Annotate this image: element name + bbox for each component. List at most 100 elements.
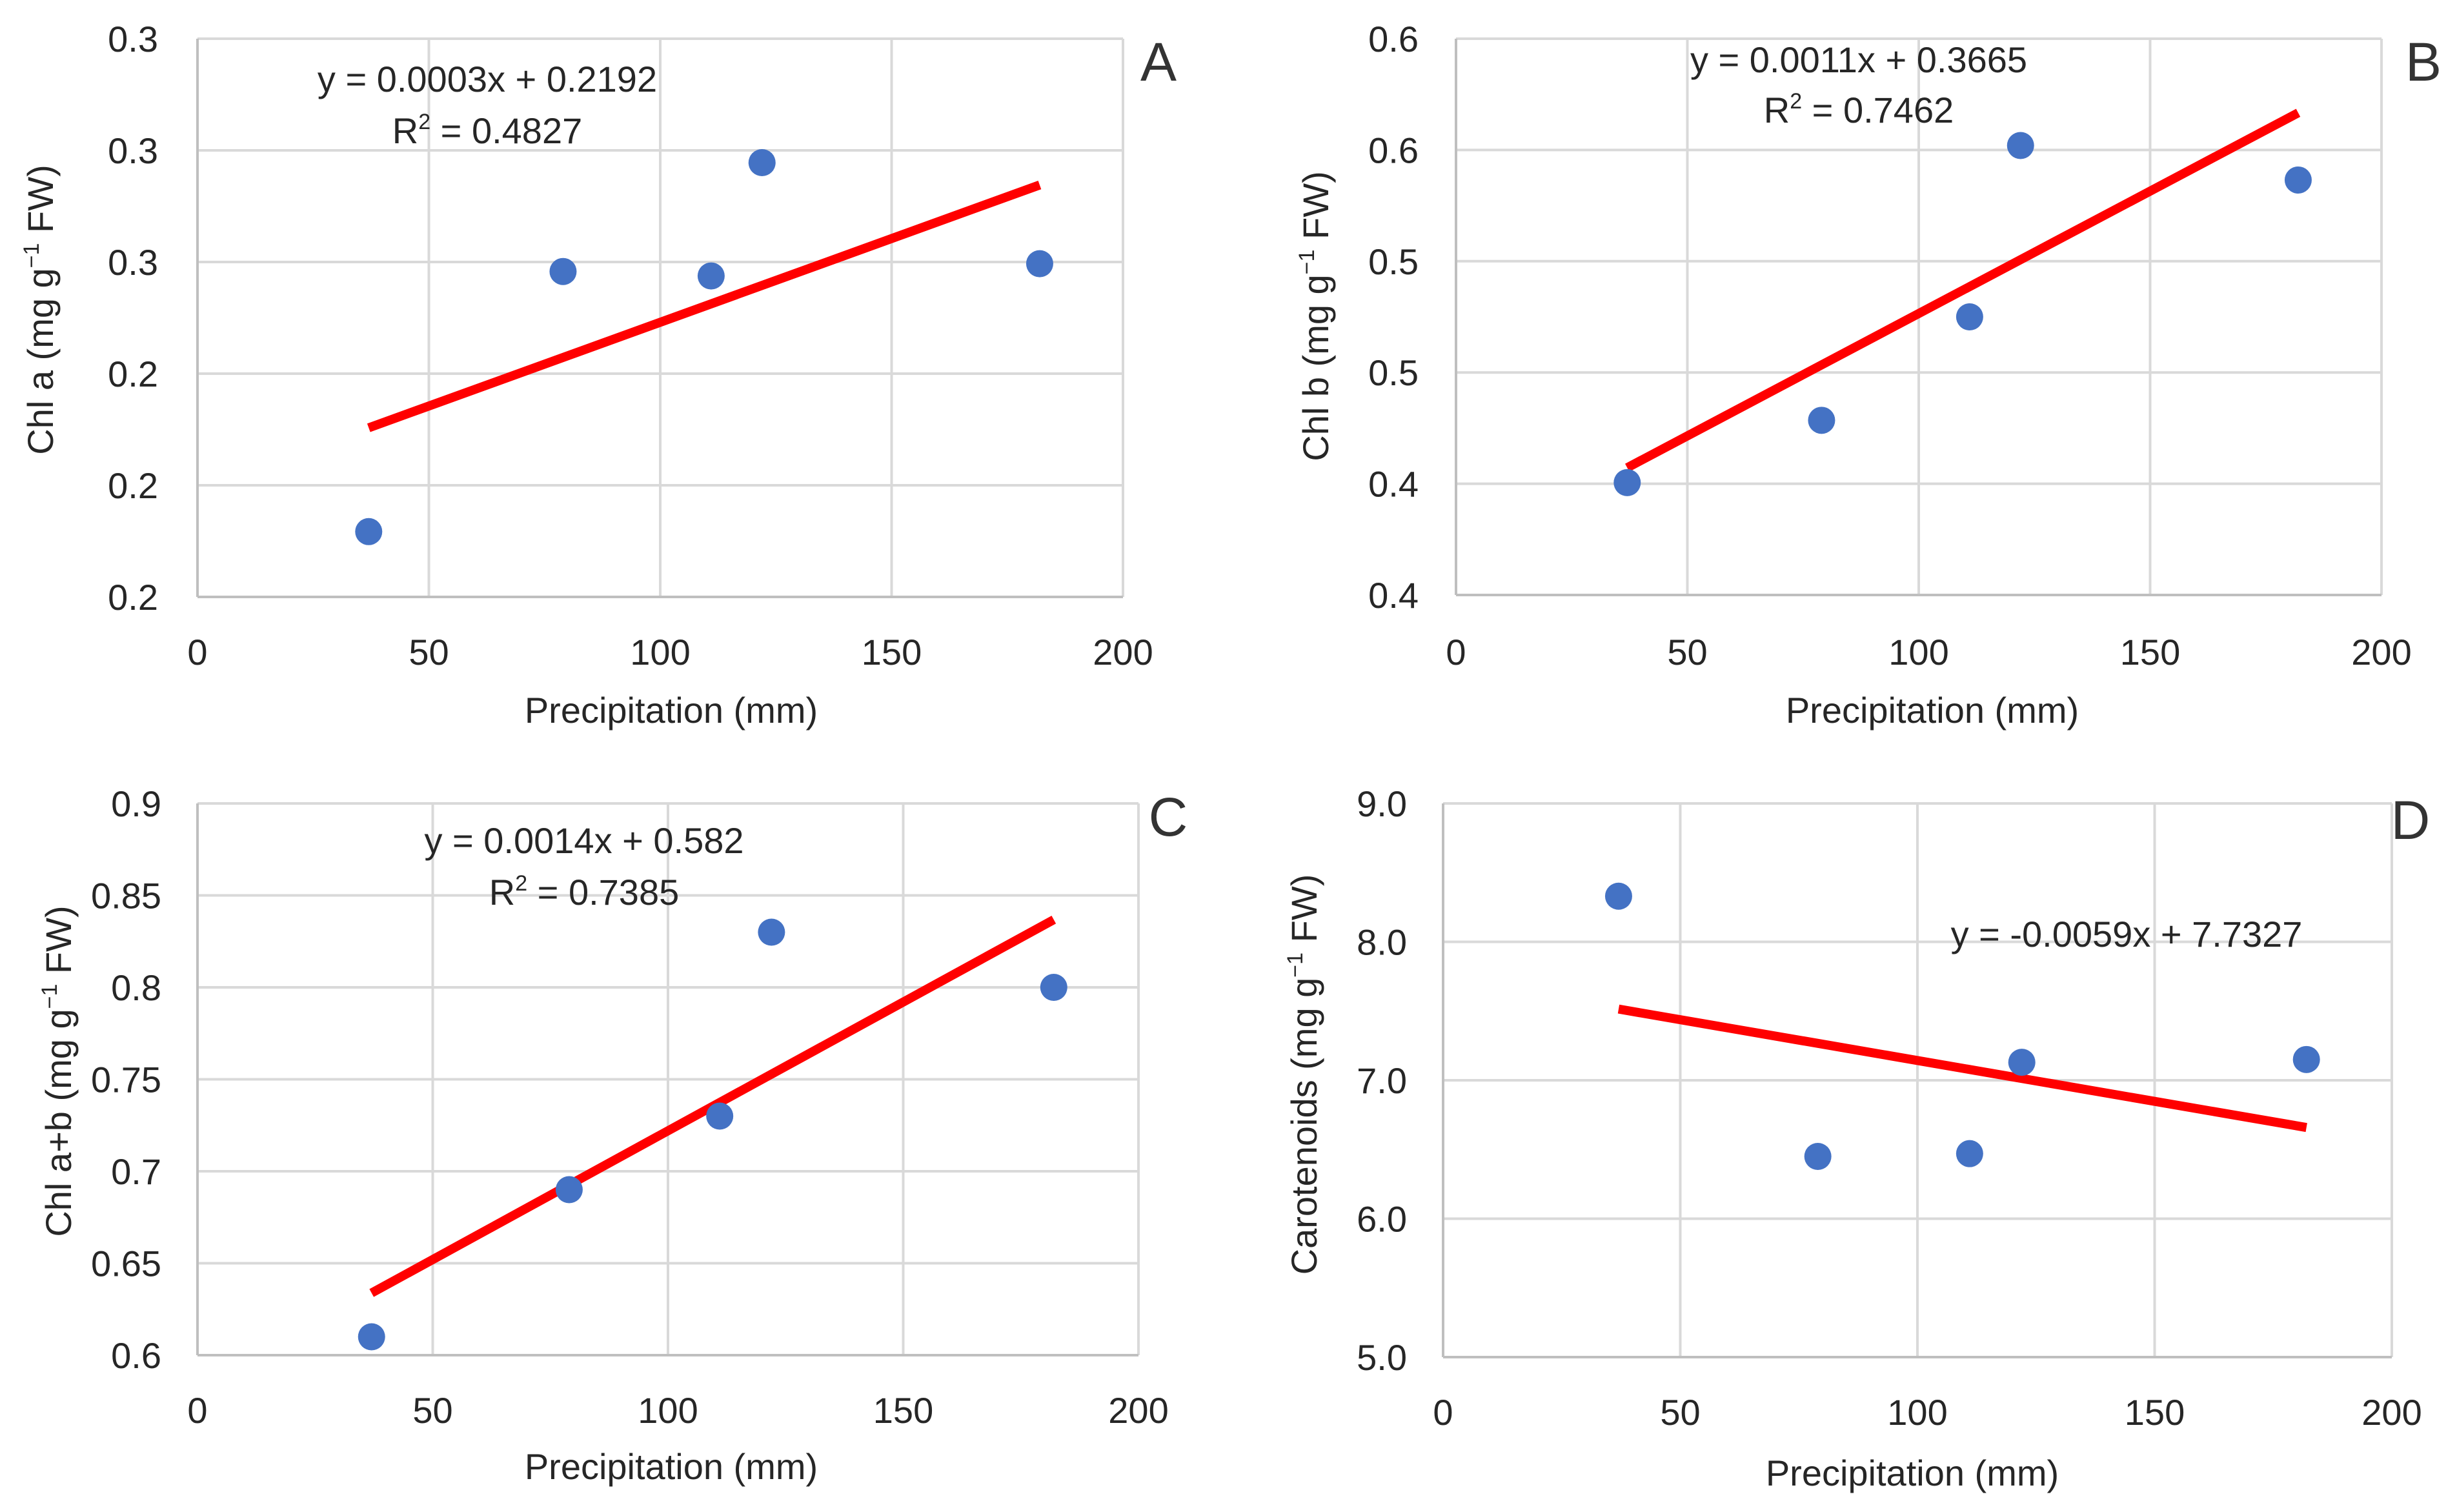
panel-a: 0 50 100 150 200 0.2 0.2 0.2 0.3 0.3 0.3 Precipita… <box>19 19 1177 731</box>
data-point <box>1604 882 1632 910</box>
panel-letter: C <box>1149 787 1188 847</box>
x-axis-label: Precipitation (mm) <box>525 690 818 731</box>
data-point <box>2008 1049 2036 1076</box>
trend-equation: y = -0.0059x + 7.7327 <box>1951 914 2303 954</box>
x-tick-label: 200 <box>2361 1392 2422 1433</box>
gridlines <box>197 802 1140 1355</box>
data-point <box>1808 407 1835 434</box>
trend-equation: y = 0.0014x + 0.582 <box>424 820 743 861</box>
data-point <box>758 918 785 946</box>
x-tick-label: 50 <box>412 1390 452 1431</box>
tick-labels: 0 50 100 150 200 5.0 6.0 7.0 8.0 9.0 <box>1357 783 2422 1433</box>
axes <box>1455 39 2381 596</box>
x-tick-label: 0 <box>1446 632 1466 672</box>
gridlines <box>197 37 1124 597</box>
y-axis-label: Chl a (mg g−1 FW) <box>19 165 61 454</box>
panel-letter: B <box>2405 32 2442 92</box>
y-tick-label: 0.5 <box>1368 241 1419 282</box>
data-points <box>1613 132 2312 496</box>
y-tick-label: 0.2 <box>108 577 158 618</box>
r-squared: R2 = 0.4827 <box>392 110 582 151</box>
y-tick-label: 0.5 <box>1368 352 1419 393</box>
y-tick-label: 0.6 <box>1368 19 1419 59</box>
r-squared: R2 = 0.7462 <box>1764 89 1954 130</box>
x-tick-label: 150 <box>873 1390 933 1431</box>
y-tick-label: 0.3 <box>108 19 158 59</box>
y-tick-label: 0.6 <box>111 1335 161 1376</box>
axes <box>196 39 1123 598</box>
y-tick-label: 0.85 <box>91 876 161 916</box>
y-axis-label: Chl b (mg g−1 FW) <box>1295 171 1336 461</box>
y-tick-label: 0.3 <box>108 242 158 283</box>
y-tick-label: 6.0 <box>1357 1199 1407 1240</box>
x-axis-label: Precipitation (mm) <box>1766 1453 2059 1493</box>
y-tick-label: 0.3 <box>108 130 158 171</box>
data-point <box>2007 132 2034 159</box>
tick-labels: 0 50 100 150 200 0.6 0.65 0.7 0.75 0.8 0.85 0.9 <box>91 783 1169 1431</box>
data-point <box>1026 250 1053 277</box>
data-point <box>1613 469 1641 496</box>
data-point <box>555 1176 583 1204</box>
panel-letter: D <box>2391 790 2431 851</box>
y-tick-label: 5.0 <box>1357 1337 1407 1378</box>
y-axis-label: Chl a+b (mg g−1 FW) <box>37 905 79 1236</box>
y-tick-label: 0.2 <box>108 465 158 506</box>
y-tick-label: 0.4 <box>1368 575 1419 616</box>
x-tick-label: 100 <box>1888 632 1948 672</box>
tick-labels: 0 50 100 150 200 0.2 0.2 0.2 0.3 0.3 0.3 <box>108 19 1153 672</box>
trendline <box>1617 1004 2307 1133</box>
data-point <box>358 1323 385 1351</box>
panel-letter: A <box>1140 32 1177 92</box>
data-point <box>549 257 577 285</box>
y-tick-label: 7.0 <box>1357 1060 1407 1101</box>
data-points <box>355 149 1053 545</box>
y-tick-label: 0.2 <box>108 354 158 394</box>
data-point <box>2292 1045 2320 1073</box>
x-tick-label: 0 <box>187 1390 207 1431</box>
trend-equation: y = 0.0003x + 0.2192 <box>318 59 657 99</box>
y-tick-label: 9.0 <box>1357 783 1407 824</box>
trendline-group <box>1617 1004 2307 1133</box>
y-tick-label: 8.0 <box>1357 922 1407 963</box>
r-squared: R2 = 0.7385 <box>489 871 679 912</box>
axes <box>1442 803 2392 1358</box>
y-axis-label: Carotenoids (mg g−1 FW) <box>1283 874 1324 1275</box>
x-axis-label: Precipitation (mm) <box>525 1446 818 1487</box>
data-point <box>355 518 383 545</box>
x-tick-label: 50 <box>409 632 449 672</box>
trendline <box>367 181 1042 432</box>
data-point <box>748 149 776 177</box>
trendline-group <box>1625 108 2301 472</box>
x-axis-label: Precipitation (mm) <box>1786 690 2079 731</box>
y-tick-label: 0.4 <box>1368 464 1419 505</box>
gridlines <box>1443 802 2393 1357</box>
y-tick-label: 0.8 <box>111 967 161 1008</box>
x-tick-label: 100 <box>638 1390 698 1431</box>
data-points <box>358 918 1067 1351</box>
tick-labels: 0 50 100 150 200 0.4 0.4 0.5 0.5 0.6 0.6 <box>1368 19 2412 672</box>
data-point <box>1956 1140 1983 1167</box>
x-tick-label: 150 <box>2125 1392 2185 1433</box>
x-tick-label: 0 <box>187 632 207 672</box>
data-point <box>2284 166 2312 194</box>
trendline <box>1625 108 2301 472</box>
x-tick-label: 100 <box>630 632 690 672</box>
x-tick-label: 50 <box>1660 1392 1700 1433</box>
x-tick-label: 150 <box>862 632 922 672</box>
data-point <box>1804 1142 1832 1170</box>
data-points <box>1604 882 2320 1170</box>
panel-b: 0 50 100 150 200 0.4 0.4 0.5 0.5 0.6 0.6 Precipita… <box>1295 19 2442 731</box>
trendline-group <box>367 181 1042 432</box>
trend-equation: y = 0.0011x + 0.3665 <box>1690 39 2027 80</box>
data-point <box>1040 974 1067 1001</box>
x-tick-label: 200 <box>1108 1390 1168 1431</box>
gridlines <box>1456 37 2383 595</box>
x-tick-label: 200 <box>1093 632 1153 672</box>
x-tick-label: 50 <box>1667 632 1707 672</box>
data-point <box>697 262 725 290</box>
data-point <box>706 1102 734 1130</box>
x-tick-label: 100 <box>1887 1392 1947 1433</box>
y-tick-label: 0.7 <box>111 1151 161 1192</box>
axes <box>196 803 1138 1356</box>
